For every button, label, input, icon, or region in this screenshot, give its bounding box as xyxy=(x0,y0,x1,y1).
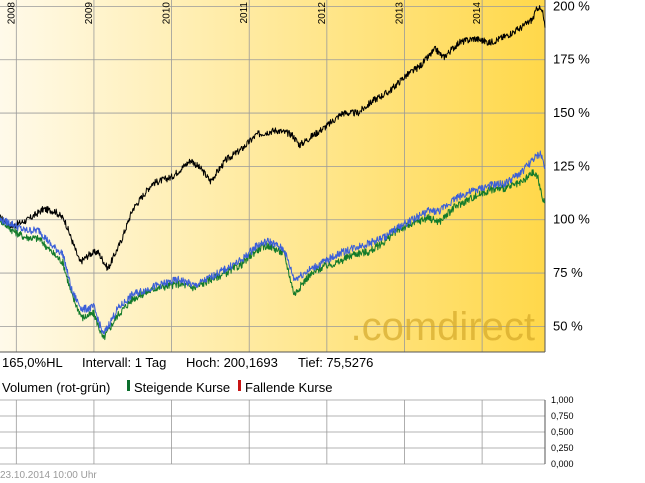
volume-tick-label: 0,250 xyxy=(551,443,574,453)
comdirect-watermark: .comdirect xyxy=(351,305,536,349)
y-tick-label: 200 % xyxy=(553,0,590,13)
x-tick-label: 2010 xyxy=(162,2,173,25)
series-group xyxy=(0,5,546,341)
x-tick-label: 2012 xyxy=(317,2,328,25)
volume-tick-label: 0,000 xyxy=(551,459,574,469)
y-tick-label: 175 % xyxy=(553,52,590,67)
grid xyxy=(0,0,546,353)
rising-swatch xyxy=(127,380,130,391)
volume-grid xyxy=(0,399,546,465)
y-tick-label: 100 % xyxy=(553,212,590,227)
y-tick-label: 75 % xyxy=(553,265,583,280)
timestamp: 23.10.2014 10:00 Uhr xyxy=(0,470,97,481)
rising-legend-label: Steigende Kurse xyxy=(134,380,231,395)
main-price-line xyxy=(0,5,546,271)
y-tick-label: 150 % xyxy=(553,105,590,120)
volume-tick-label: 0,750 xyxy=(551,411,574,421)
volume-y-axis: 1,000 0,750 0,500 0,250 0,000 xyxy=(551,396,574,469)
price-chart: .comdirect 2008 2009 2010 2011 2012 2013 2014 … xyxy=(0,0,590,353)
falling-swatch xyxy=(238,380,241,391)
x-tick-label: 2011 xyxy=(239,2,250,24)
volume-tick-label: 1,000 xyxy=(551,396,574,405)
volume-chart: 1,000 0,750 0,500 0,250 0,000 xyxy=(0,396,574,469)
performance-label: 165,0%HL xyxy=(2,355,63,370)
high-label: Hoch: 200,1693 xyxy=(186,355,278,370)
volume-title: Volumen (rot-grün) xyxy=(2,380,111,395)
falling-legend-label: Fallende Kurse xyxy=(245,380,333,395)
y-tick-label: 125 % xyxy=(553,158,590,173)
x-axis: 2008 2009 2010 2011 2012 2013 2014 xyxy=(6,2,483,25)
y-axis: 50 % 75 % 100 % 125 % 150 % 175 % 200 % xyxy=(553,0,590,333)
volume-tick-label: 0,500 xyxy=(551,427,574,437)
low-label: Tief: 75,5276 xyxy=(298,355,374,370)
x-tick-label: 2013 xyxy=(394,2,405,25)
x-tick-label: 2008 xyxy=(6,2,17,25)
x-tick-label: 2009 xyxy=(84,2,95,25)
y-tick-label: 50 % xyxy=(553,318,583,333)
blue-comparison-line xyxy=(0,150,546,335)
plot-area xyxy=(0,0,545,352)
chart-info-bar: 165,0%HL Intervall: 1 Tag Hoch: 200,1693… xyxy=(0,355,645,373)
interval-label: Intervall: 1 Tag xyxy=(82,355,167,370)
x-tick-label: 2014 xyxy=(472,2,483,25)
